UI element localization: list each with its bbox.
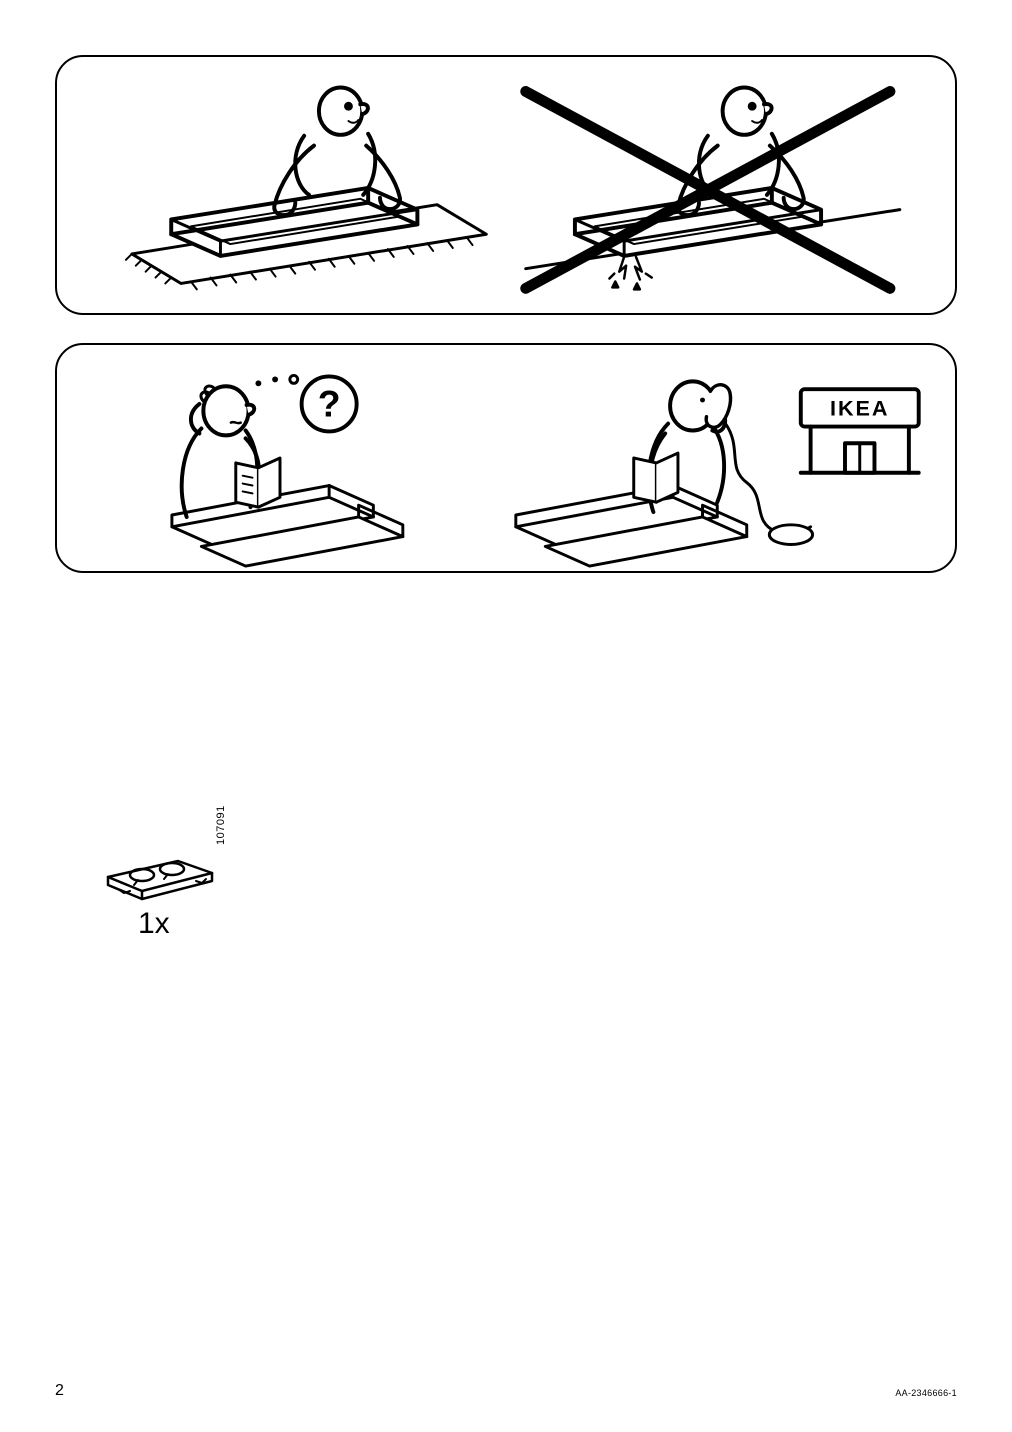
document-id: AA-2346666-1 (895, 1388, 957, 1398)
instruction-page: ? (0, 0, 1012, 1432)
part-number: 107091 (215, 805, 227, 845)
help-diagram: ? (57, 345, 955, 571)
surface-diagram (57, 57, 955, 313)
panel-surface-warning (55, 55, 957, 315)
part-quantity: 1x (138, 907, 170, 941)
hardware-list: 107091 1x (100, 855, 260, 965)
part-icon (100, 855, 230, 915)
panel-help: ? (55, 343, 957, 573)
page-number: 2 (55, 1382, 64, 1400)
svg-text:IKEA: IKEA (830, 396, 890, 421)
svg-text:?: ? (318, 383, 341, 425)
